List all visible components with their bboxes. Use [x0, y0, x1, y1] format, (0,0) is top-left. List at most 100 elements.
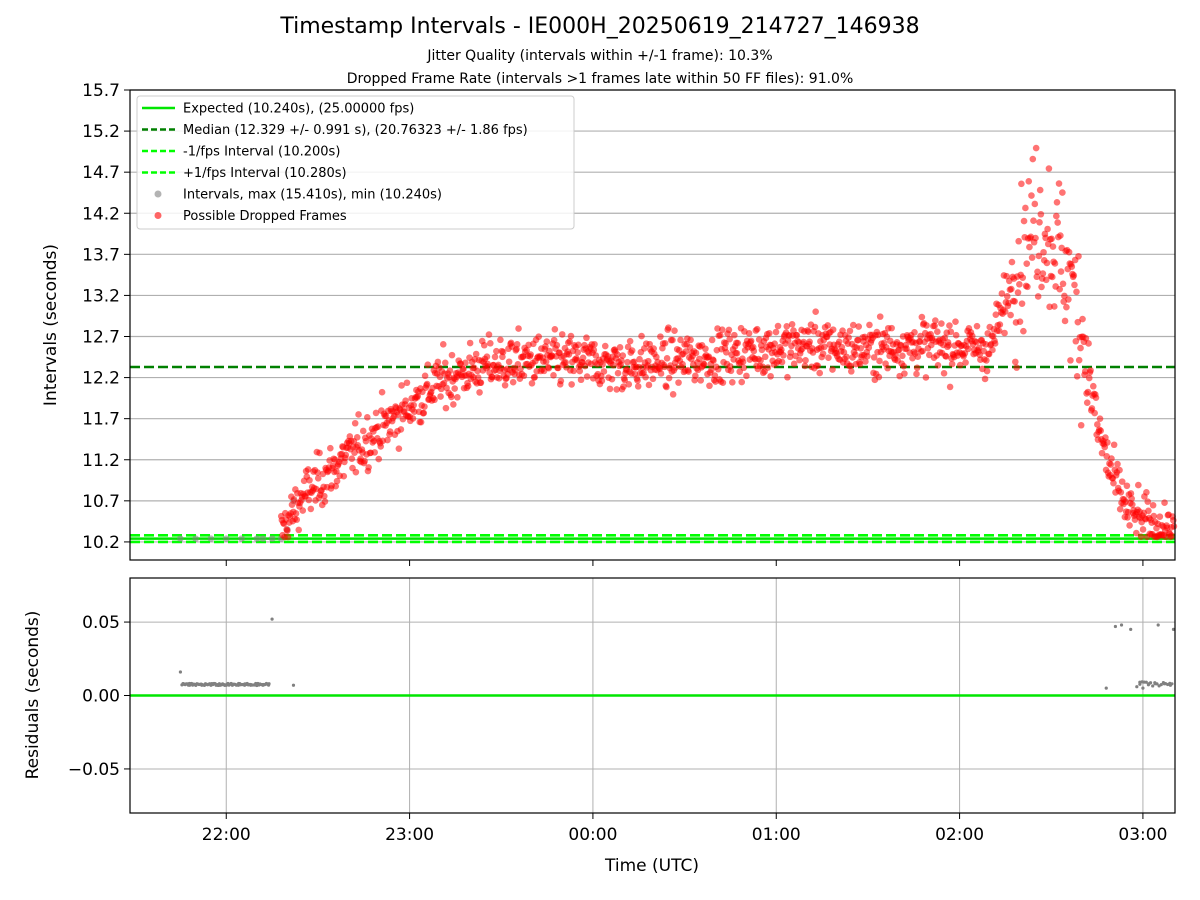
dropped-frame-point	[591, 340, 598, 348]
dropped-frame-point	[398, 382, 405, 389]
dropped-frame-point	[996, 321, 1004, 328]
residual-point	[1151, 684, 1155, 688]
dropped-frame-point	[1025, 178, 1033, 185]
dropped-frame-point	[913, 364, 921, 372]
dropped-frame-point	[441, 359, 449, 367]
dropped-frame-point	[590, 346, 598, 354]
dropped-frame-point	[892, 351, 899, 359]
dropped-frame-point	[491, 353, 499, 361]
dropped-frame-point	[812, 308, 819, 316]
dropped-frame-point	[462, 359, 469, 367]
dropped-frame-point	[1063, 303, 1070, 311]
residual-point	[1171, 627, 1176, 632]
dropped-frame-point	[628, 347, 636, 354]
dropped-frame-point	[1110, 441, 1118, 449]
legend-label: +1/fps Interval (10.280s)	[183, 166, 347, 181]
bottom-y-tick-label: 0.05	[82, 613, 120, 633]
dropped-frame-point	[1118, 478, 1126, 485]
dropped-frame-point	[934, 361, 942, 369]
dropped-frame-point	[687, 336, 694, 344]
dropped-frame-point	[1059, 280, 1067, 288]
dropped-frame-point	[598, 377, 606, 385]
top-panel-axes: 10.2 10.7 11.2 11.7 12.2 12.7 13.2 13.7 14.2 14.7…	[82, 81, 1144, 566]
legend-box	[136, 95, 575, 230]
dropped-frame-point	[1045, 165, 1053, 172]
dropped-frame-point	[669, 391, 677, 398]
dropped-frame-point	[1022, 204, 1029, 212]
dropped-frame-point	[550, 372, 557, 379]
dropped-frame-point	[1077, 344, 1084, 352]
dropped-frame-point	[727, 367, 735, 375]
dropped-frame-point	[1116, 466, 1123, 474]
interval-point	[207, 535, 215, 542]
dropped-frame-point	[722, 348, 730, 356]
dropped-frame-point	[1096, 415, 1104, 423]
dropped-frame-point	[697, 377, 705, 384]
dropped-frame-point	[411, 408, 418, 415]
dropped-frame-point	[485, 331, 493, 338]
dropped-frame-point	[499, 348, 507, 356]
dropped-frame-point	[731, 331, 738, 339]
dropped-frame-point	[601, 342, 609, 350]
legend-label: Intervals, max (15.410s), min (10.240s)	[183, 188, 442, 203]
dropped-frame-point	[1117, 488, 1125, 496]
dropped-frame-point	[934, 328, 941, 336]
dropped-frame-point	[351, 419, 359, 427]
dropped-frame-point	[1028, 254, 1036, 261]
dropped-frame-point	[395, 445, 403, 452]
dropped-frame-point	[1053, 198, 1061, 206]
dropped-frame-point	[1033, 273, 1041, 281]
bottom-y-axis-label: Residuals (seconds)	[23, 611, 43, 780]
dropped-frame-point	[722, 339, 729, 347]
dropped-frame-point	[610, 361, 617, 369]
dropped-frame-point	[931, 322, 938, 330]
dropped-frame-point	[1001, 308, 1009, 315]
dropped-frame-point	[665, 324, 672, 331]
dropped-frame-point	[1087, 367, 1094, 374]
dropped-frame-point	[938, 320, 945, 327]
dropped-frame-point	[501, 381, 509, 389]
dropped-frame-point	[384, 436, 391, 444]
dropped-frame-point	[825, 354, 832, 361]
dropped-frame-point	[1044, 225, 1051, 233]
dropped-frame-point	[642, 373, 649, 381]
residual-point	[1156, 623, 1160, 627]
dropped-frame-point	[1137, 533, 1145, 541]
dropped-frame-point	[657, 370, 665, 377]
dropped-frame-point	[1020, 217, 1028, 225]
dropped-frame-point	[1085, 374, 1093, 382]
dropped-frame-point	[562, 359, 569, 366]
dropped-frame-point	[375, 455, 383, 463]
dropped-frame-point	[1024, 283, 1031, 291]
dropped-frame-point	[361, 457, 368, 465]
dropped-frame-point	[535, 333, 543, 340]
residual-point	[1155, 682, 1159, 686]
dropped-frame-point	[913, 370, 920, 378]
residual-point	[266, 683, 271, 687]
dropped-frame-point	[314, 475, 322, 482]
dropped-frame-point	[767, 372, 774, 380]
residual-points	[178, 617, 1176, 690]
dropped-frame-point	[1043, 259, 1051, 267]
dropped-frame-point	[505, 358, 513, 366]
dropped-frame-point	[1139, 526, 1147, 533]
dropped-frame-point	[942, 353, 950, 360]
dropped-frame-point	[682, 348, 690, 355]
dropped-frame-point	[711, 372, 719, 379]
dropped-frame-point	[394, 411, 402, 419]
dropped-frame-point	[852, 351, 859, 358]
dropped-frame-point	[946, 322, 953, 329]
dropped-frame-point	[431, 396, 438, 404]
dropped-frame-point	[1059, 189, 1066, 196]
x-tick-label: 02:00	[935, 825, 984, 845]
dropped-frame-point	[922, 374, 930, 381]
dropped-frame-point	[483, 353, 491, 361]
dropped-frame-point	[1145, 507, 1152, 515]
dropped-frame-point	[790, 360, 798, 368]
dropped-frame-point	[1040, 248, 1047, 256]
dropped-frame-point	[1038, 283, 1045, 291]
dropped-frame-point	[838, 343, 846, 351]
residual-point	[270, 617, 274, 621]
dropped-frame-point	[829, 326, 837, 333]
dropped-frame-point	[1123, 482, 1131, 490]
